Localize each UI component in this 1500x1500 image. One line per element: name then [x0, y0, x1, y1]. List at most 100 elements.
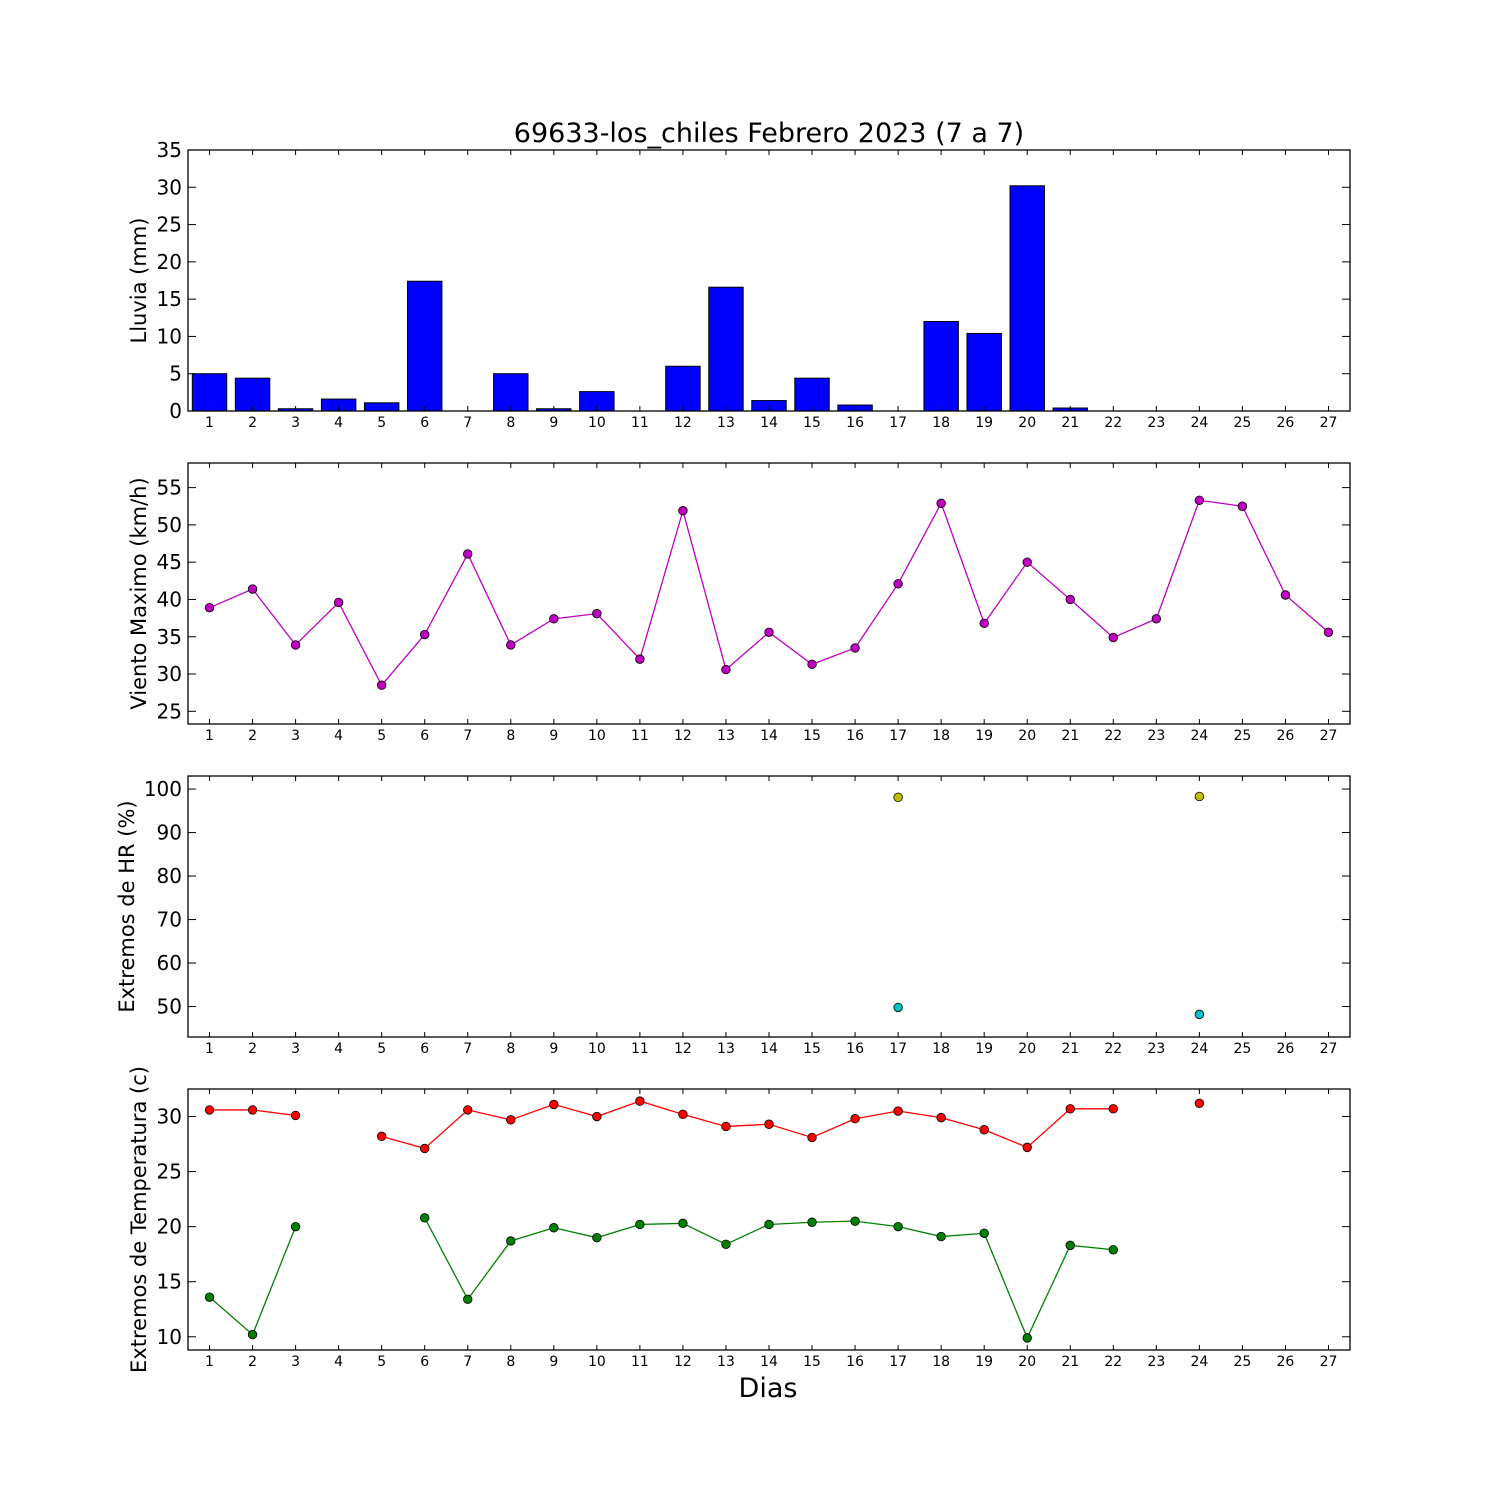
- humidity-plot-area: [893, 791, 1205, 1020]
- temperature-series-0-point-day-15: [807, 1132, 817, 1143]
- wind-series-0-point-day-5: [376, 680, 387, 690]
- rain-xtick-label: 3: [291, 415, 300, 431]
- rain-xtick-label: 10: [588, 415, 606, 431]
- wind-series-0-point-day-1: [204, 602, 215, 613]
- wind-series-0-point-day-15: [807, 659, 817, 670]
- temperature-series-0-point-day-14: [764, 1119, 774, 1129]
- wind-y-axis-label: Viento Maximo (km/h): [127, 477, 151, 709]
- wind-series-0-point-day-16: [850, 643, 860, 653]
- temperature-series-1-point-day-7: [463, 1294, 473, 1305]
- temperature-series-0-point-day-17: [893, 1106, 903, 1116]
- temperature-series-1-line: [209, 1226, 297, 1336]
- humidity-xtick-label: 19: [975, 1041, 993, 1057]
- humidity-ytick-label: 70: [157, 908, 182, 932]
- rain-bar-day-1: [191, 373, 228, 411]
- wind-series-0-point-day-14: [764, 627, 774, 637]
- wind-xtick-label: 1: [205, 728, 214, 744]
- wind-series-0-point-day-2: [247, 584, 258, 594]
- rain-xtick-label: 4: [334, 415, 343, 431]
- temperature-series-0-point-day-16: [850, 1114, 860, 1124]
- wind-series-0-point-day-12: [678, 506, 688, 516]
- rain-y-axis-label: Lluvia (mm): [127, 218, 151, 344]
- humidity-xtick-label: 22: [1104, 1041, 1122, 1057]
- temperature-series-1-point-day-3: [290, 1221, 301, 1232]
- humidity-series-0-point-day-17: [893, 792, 903, 803]
- rain-xtick-label: 17: [889, 415, 907, 431]
- wind-series-0-point-day-23: [1151, 614, 1162, 624]
- humidity-xtick-label: 18: [932, 1041, 950, 1057]
- temperature-series-1-point-day-10: [592, 1232, 602, 1243]
- rain-bar-day-13: [708, 286, 744, 411]
- temperature-series-0-point-day-24: [1194, 1098, 1205, 1109]
- wind-series-0-point-day-13: [721, 664, 731, 675]
- temperature-xtick-label: 17: [889, 1354, 907, 1370]
- rain-ytick-label: 20: [157, 250, 182, 274]
- temperature-series-1-point-day-17: [893, 1221, 903, 1232]
- temperature-xtick-label: 16: [846, 1354, 864, 1370]
- temperature-xtick-label: 23: [1147, 1354, 1165, 1370]
- wind-series-0-point-day-26: [1280, 590, 1291, 600]
- temperature-series-0-point-day-7: [463, 1105, 473, 1115]
- temperature-xtick-label: 11: [631, 1354, 649, 1370]
- humidity-xtick-label: 27: [1320, 1041, 1338, 1057]
- rain-xtick-label: 8: [506, 415, 515, 431]
- humidity-ytick-label: 100: [144, 777, 182, 801]
- rain-xtick-label: 18: [932, 415, 950, 431]
- rain-xtick-label: 19: [975, 415, 993, 431]
- wind-ytick-label: 25: [157, 699, 182, 723]
- humidity-xtick-label: 2: [248, 1041, 257, 1057]
- humidity-xtick-label: 17: [889, 1041, 907, 1057]
- temperature-series-0-point-day-5: [376, 1131, 387, 1142]
- temperature-series-1-point-day-19: [979, 1228, 989, 1238]
- wind-xtick-label: 8: [506, 728, 515, 744]
- rain-xtick-label: 14: [760, 415, 778, 431]
- temperature-series-0-point-day-18: [936, 1112, 946, 1123]
- wind-series-0-point-day-7: [463, 549, 473, 559]
- chart-title: 69633-los_chiles Febrero 2023 (7 a 7): [514, 118, 1024, 149]
- wind-xtick-label: 10: [588, 728, 606, 744]
- humidity-ytick-label: 80: [157, 864, 182, 888]
- x-axis-label: Dias: [739, 1373, 798, 1404]
- wind-xtick-label: 24: [1190, 728, 1208, 744]
- temperature-series-1-point-day-11: [635, 1219, 645, 1230]
- wind-series-0-point-day-4: [333, 597, 344, 608]
- temperature-series-0-point-day-19: [979, 1125, 989, 1135]
- temperature-xtick-label: 18: [932, 1354, 950, 1370]
- wind-series-0-point-day-17: [893, 579, 903, 589]
- wind-xtick-label: 20: [1018, 728, 1036, 744]
- temperature-ytick-label: 10: [157, 1325, 182, 1349]
- wind-series-0-point-day-19: [979, 618, 989, 629]
- temperature-series-1-point-day-14: [764, 1219, 774, 1230]
- temperature-ytick-label: 25: [157, 1160, 182, 1184]
- rain-xtick-label: 16: [846, 415, 864, 431]
- temperature-series-0-point-day-12: [678, 1109, 688, 1120]
- wind-xtick-label: 18: [932, 728, 950, 744]
- temperature-xtick-label: 10: [588, 1354, 606, 1370]
- wind-series-0-point-day-6: [420, 629, 430, 640]
- temperature-series-1-point-day-9: [549, 1223, 559, 1233]
- rain-xtick-label: 9: [549, 415, 558, 431]
- temperature-xtick-label: 3: [291, 1354, 300, 1370]
- temperature-series-0-line: [381, 1100, 1114, 1150]
- humidity-xtick-label: 9: [549, 1041, 558, 1057]
- wind-series-0-point-day-25: [1237, 501, 1248, 511]
- temperature-series-1-point-day-22: [1108, 1245, 1118, 1255]
- humidity-xtick-label: 3: [291, 1041, 300, 1057]
- temperature-xtick-label: 19: [975, 1354, 993, 1370]
- temperature-xtick-label: 4: [334, 1354, 343, 1370]
- temperature-series-1-point-day-21: [1065, 1240, 1075, 1251]
- wind-series-0-point-day-10: [592, 608, 602, 619]
- wind-series-0-point-day-24: [1194, 495, 1205, 505]
- rain-xtick-label: 21: [1061, 415, 1079, 431]
- wind-ytick-label: 55: [157, 476, 182, 500]
- temperature-series-1-point-day-12: [678, 1218, 688, 1229]
- rain-ytick-label: 15: [157, 287, 182, 311]
- rain-xtick-label: 7: [463, 415, 472, 431]
- rain-xtick-label: 26: [1277, 415, 1295, 431]
- temperature-xtick-label: 5: [377, 1354, 386, 1370]
- rain-xtick-label: 1: [205, 415, 214, 431]
- temperature-xtick-label: 21: [1061, 1354, 1079, 1370]
